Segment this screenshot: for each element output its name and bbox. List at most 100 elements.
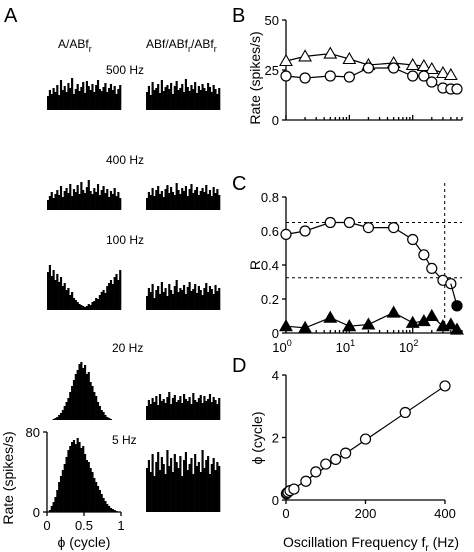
hist-bar xyxy=(208,87,212,110)
hist-bar xyxy=(207,292,210,310)
point-triangle-filled xyxy=(450,322,464,335)
a-xlabel: ϕ (cycle) xyxy=(58,534,111,550)
hist-bar xyxy=(199,395,202,420)
hist-bar xyxy=(194,190,197,210)
point-circle xyxy=(343,71,355,83)
point-triangle xyxy=(405,57,420,71)
y-tick-label: 0.8 xyxy=(261,190,279,205)
hist-bar xyxy=(177,190,180,210)
hist-bar xyxy=(50,276,53,310)
hist-bar xyxy=(56,490,59,512)
hist-bar xyxy=(203,396,206,420)
hist-bar xyxy=(151,454,154,512)
hist-bar xyxy=(214,400,217,420)
hist-bar xyxy=(100,190,103,210)
hist-bar xyxy=(52,88,55,110)
hist-bar xyxy=(71,442,74,512)
hist-bar xyxy=(184,452,187,512)
hist-bar xyxy=(54,418,57,420)
hist-bar xyxy=(192,89,195,110)
point-triangle xyxy=(342,51,357,65)
hist-bar xyxy=(111,90,114,110)
hist-bar xyxy=(171,94,175,110)
hist-bar xyxy=(166,85,169,110)
hist-bar xyxy=(162,292,165,310)
hist-bar xyxy=(184,399,187,420)
hist-bar xyxy=(175,402,178,420)
hist-bar xyxy=(52,198,55,210)
hist-bar xyxy=(149,472,152,512)
hist-bar xyxy=(184,79,187,110)
hist-bar xyxy=(190,291,193,310)
hist-bar xyxy=(82,306,85,310)
hist-bar xyxy=(84,454,87,512)
hist-bar xyxy=(89,90,92,110)
hist-bar xyxy=(56,417,59,420)
hist-bar xyxy=(183,92,186,110)
hist-bar xyxy=(48,196,51,210)
hist-bar xyxy=(113,277,116,310)
point-circle xyxy=(299,72,311,84)
hist-bar xyxy=(164,189,167,210)
hist-bar xyxy=(63,464,66,512)
hist-bar xyxy=(177,90,180,110)
hist-bar xyxy=(153,402,156,420)
hist-bar xyxy=(157,84,160,110)
hist-bar xyxy=(106,189,109,210)
hist-bar xyxy=(183,285,186,310)
hist-bar xyxy=(162,399,165,420)
hist-bar xyxy=(115,274,118,310)
hist-bar xyxy=(216,462,219,512)
point-circle xyxy=(324,70,336,82)
hist-bar xyxy=(113,188,116,210)
hist-bar xyxy=(85,374,88,420)
hist-bar xyxy=(160,282,163,310)
hist-bar xyxy=(93,188,96,210)
hist-bar xyxy=(74,89,77,110)
hist-bar xyxy=(153,196,156,210)
point-triangle xyxy=(298,49,313,62)
hist-bar xyxy=(108,197,111,210)
hist-bar xyxy=(89,305,92,310)
y-tick-label: 50 xyxy=(265,13,279,28)
hist-bar xyxy=(153,476,156,512)
hist-bar xyxy=(203,288,206,310)
hist-bar xyxy=(177,468,180,512)
hist-bar xyxy=(216,189,219,210)
hist-bar xyxy=(149,292,152,310)
hist-bar xyxy=(195,93,199,110)
hist-bar xyxy=(177,400,180,420)
hist-bar xyxy=(69,184,72,210)
hist-bar xyxy=(216,404,219,420)
hist-bar xyxy=(205,283,208,310)
hist-bar xyxy=(87,86,90,110)
hist-bar xyxy=(149,195,152,210)
hist-bar xyxy=(82,190,85,210)
hist-bar xyxy=(106,92,109,110)
hist-bar xyxy=(197,462,200,512)
point-triangle-filled xyxy=(279,319,293,332)
hist-bar xyxy=(104,501,107,512)
hist-bar xyxy=(179,288,182,310)
hist-bar xyxy=(109,419,113,420)
hist-bar xyxy=(195,293,199,310)
point-circle xyxy=(426,262,438,274)
point-triangle xyxy=(435,65,450,79)
hist-bar xyxy=(158,93,162,110)
hist-bar xyxy=(61,90,64,110)
hist-bar xyxy=(58,195,61,210)
point-triangle-filled xyxy=(361,317,376,330)
hist-bar xyxy=(181,476,184,512)
hist-bar xyxy=(190,404,193,420)
hist-bar xyxy=(102,412,105,420)
hist-bar xyxy=(95,192,98,210)
hist-bar xyxy=(201,84,204,110)
hist-bar xyxy=(173,195,176,210)
hist-bar xyxy=(96,299,100,310)
hist-bar xyxy=(179,456,182,512)
hist-bar xyxy=(203,88,206,110)
point-filled xyxy=(451,300,463,312)
hist-bar xyxy=(157,452,160,512)
point-circle xyxy=(280,228,292,240)
hist-bar xyxy=(69,446,72,512)
